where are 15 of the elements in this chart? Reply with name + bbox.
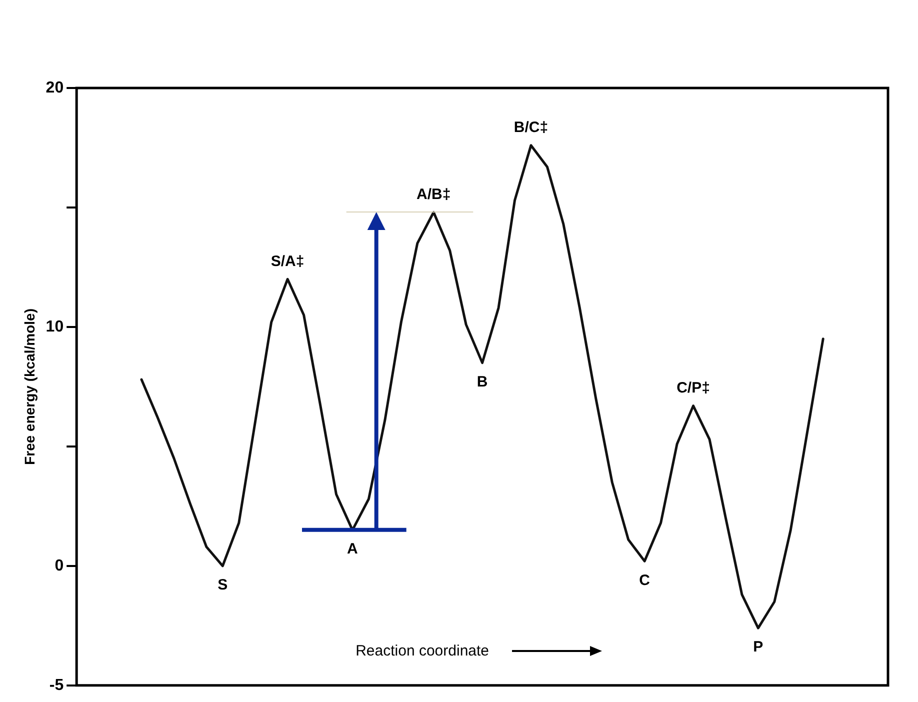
annotation: P <box>753 638 764 656</box>
y-tick-label: 10 <box>46 318 64 336</box>
annotation: A/B‡ <box>416 186 451 203</box>
annotation: S <box>218 576 228 594</box>
annotation: S/A‡ <box>270 252 304 270</box>
annotation: C/P‡ <box>676 379 710 396</box>
x-axis-title: Reaction coordinate <box>356 642 490 660</box>
y-tick-label: 0 <box>54 557 64 574</box>
annotation: B <box>476 373 488 390</box>
annotation: A <box>347 540 358 558</box>
y-axis-title: Free energy (kcal/mole) <box>21 308 38 465</box>
annotation: C <box>639 572 650 589</box>
annotation: B/C‡ <box>514 118 548 136</box>
y-tick-label: -5 <box>49 676 64 694</box>
y-tick-label: 20 <box>46 79 64 96</box>
